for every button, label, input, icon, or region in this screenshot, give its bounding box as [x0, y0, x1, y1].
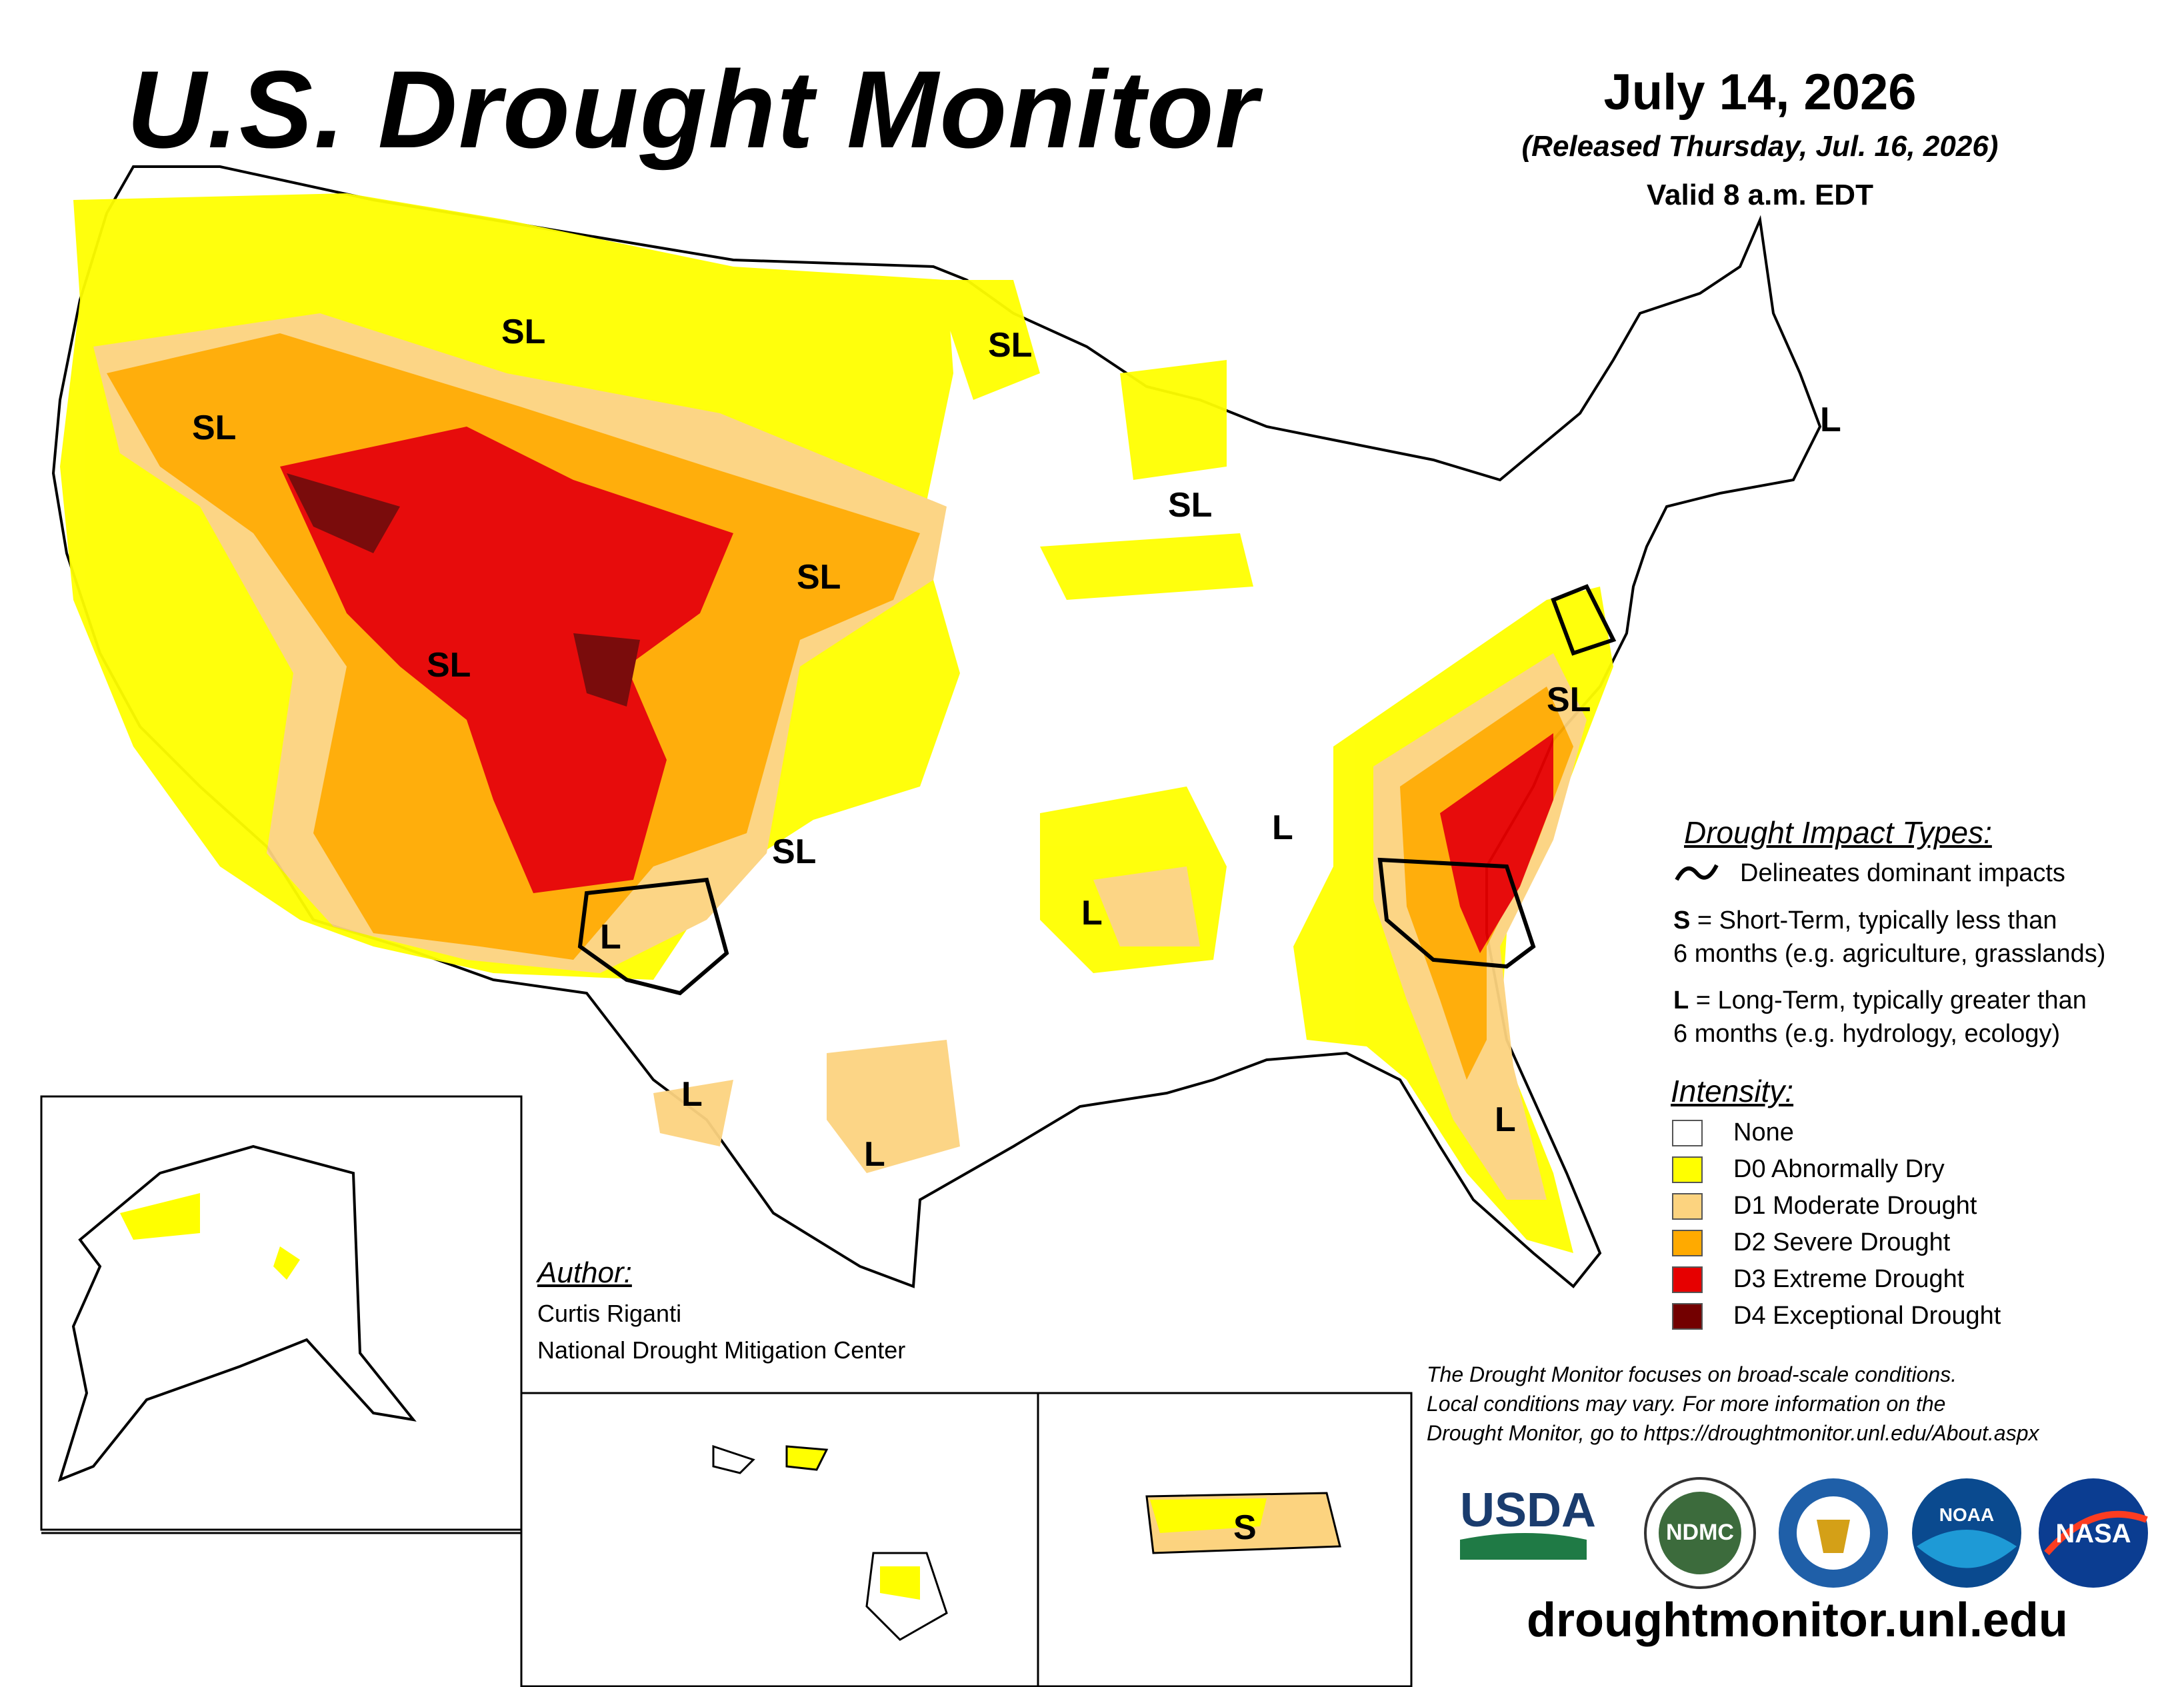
impact-label: L [1820, 401, 1841, 439]
intensity-swatch [1672, 1120, 1703, 1146]
map-title: U.S. Drought Monitor [127, 48, 1259, 171]
impact-label: SL [797, 558, 841, 597]
svg-text:NASA: NASA [2055, 1519, 2131, 1548]
author-heading: Author: [537, 1256, 632, 1289]
website-url[interactable]: droughtmonitor.unl.edu [1527, 1594, 2068, 1647]
impact-label: L [600, 918, 621, 956]
intensity-swatch [1672, 1303, 1703, 1330]
impact-label: SL [427, 646, 471, 685]
author-name: Curtis Riganti [537, 1300, 682, 1327]
drought-shading [60, 193, 1613, 1253]
usda-logo: USDA [1460, 1484, 1596, 1560]
impact-label: SL [988, 326, 1033, 365]
impact-label: SL [192, 409, 237, 447]
intensity-label: D4 Exceptional Drought [1733, 1302, 2001, 1330]
delineates-text: Delineates dominant impacts [1740, 859, 2065, 887]
short-term-text-2: 6 months (e.g. agriculture, grasslands) [1673, 940, 2106, 968]
author-org: National Drought Mitigation Center [537, 1336, 906, 1364]
nasa-logo: NASA [2039, 1478, 2148, 1588]
intensity-label: D2 Severe Drought [1733, 1228, 1951, 1256]
intensity-label: None [1733, 1118, 1794, 1146]
svg-text:NDMC: NDMC [1666, 1520, 1734, 1545]
intensity-swatch [1672, 1193, 1703, 1220]
impact-label: L [1081, 894, 1103, 932]
intensity-label: D0 Abnormally Dry [1733, 1155, 1945, 1183]
impact-label: L [681, 1075, 703, 1114]
intensity-swatch [1672, 1266, 1703, 1293]
impact-label: L [864, 1135, 885, 1174]
valid-time: Valid 8 a.m. EDT [1647, 179, 1873, 211]
ndmc-logo: NDMC [1644, 1477, 1756, 1589]
impact-legend-heading: Drought Impact Types: [1684, 815, 1992, 850]
puerto-rico-inset [1037, 1392, 1413, 1687]
hawaii-inset [520, 1392, 1039, 1687]
alaska-inset [40, 1095, 523, 1534]
intensity-swatch [1672, 1156, 1703, 1183]
intensity-label: D1 Moderate Drought [1733, 1192, 1977, 1220]
long-term-text-2: 6 months (e.g. hydrology, ecology) [1673, 1020, 2061, 1048]
impact-label: SL [1547, 681, 1591, 719]
impact-label: L [1272, 809, 1293, 847]
impact-label: S [1233, 1508, 1257, 1547]
impact-label: SL [1168, 486, 1213, 525]
svg-text:NOAA: NOAA [1939, 1504, 1994, 1525]
intensity-legend-heading: Intensity: [1671, 1074, 1794, 1108]
impact-boundaries [577, 584, 1617, 996]
release-date: (Released Thursday, Jul. 16, 2026) [1521, 130, 1999, 163]
short-term-text: S = Short-Term, typically less than [1673, 906, 2057, 934]
impact-label: SL [772, 833, 817, 871]
impact-label: L [1495, 1100, 1516, 1139]
disclaimer: The Drought Monitor focuses on broad-sca… [1427, 1362, 2039, 1445]
long-term-text: L = Long-Term, typically greater than [1673, 986, 2087, 1014]
commerce-logo [1779, 1478, 1888, 1588]
intensity-swatch [1672, 1230, 1703, 1256]
svg-text:USDA: USDA [1460, 1484, 1596, 1537]
delineates-icon [1675, 864, 1719, 881]
map-date: July 14, 2026 [1603, 64, 1917, 121]
impact-label: SL [501, 313, 546, 351]
intensity-label: D3 Extreme Drought [1733, 1265, 1965, 1293]
noaa-logo: NOAA [1912, 1478, 2021, 1588]
partner-logos: USDA NDMC NOAA NASA [1460, 1477, 2148, 1589]
